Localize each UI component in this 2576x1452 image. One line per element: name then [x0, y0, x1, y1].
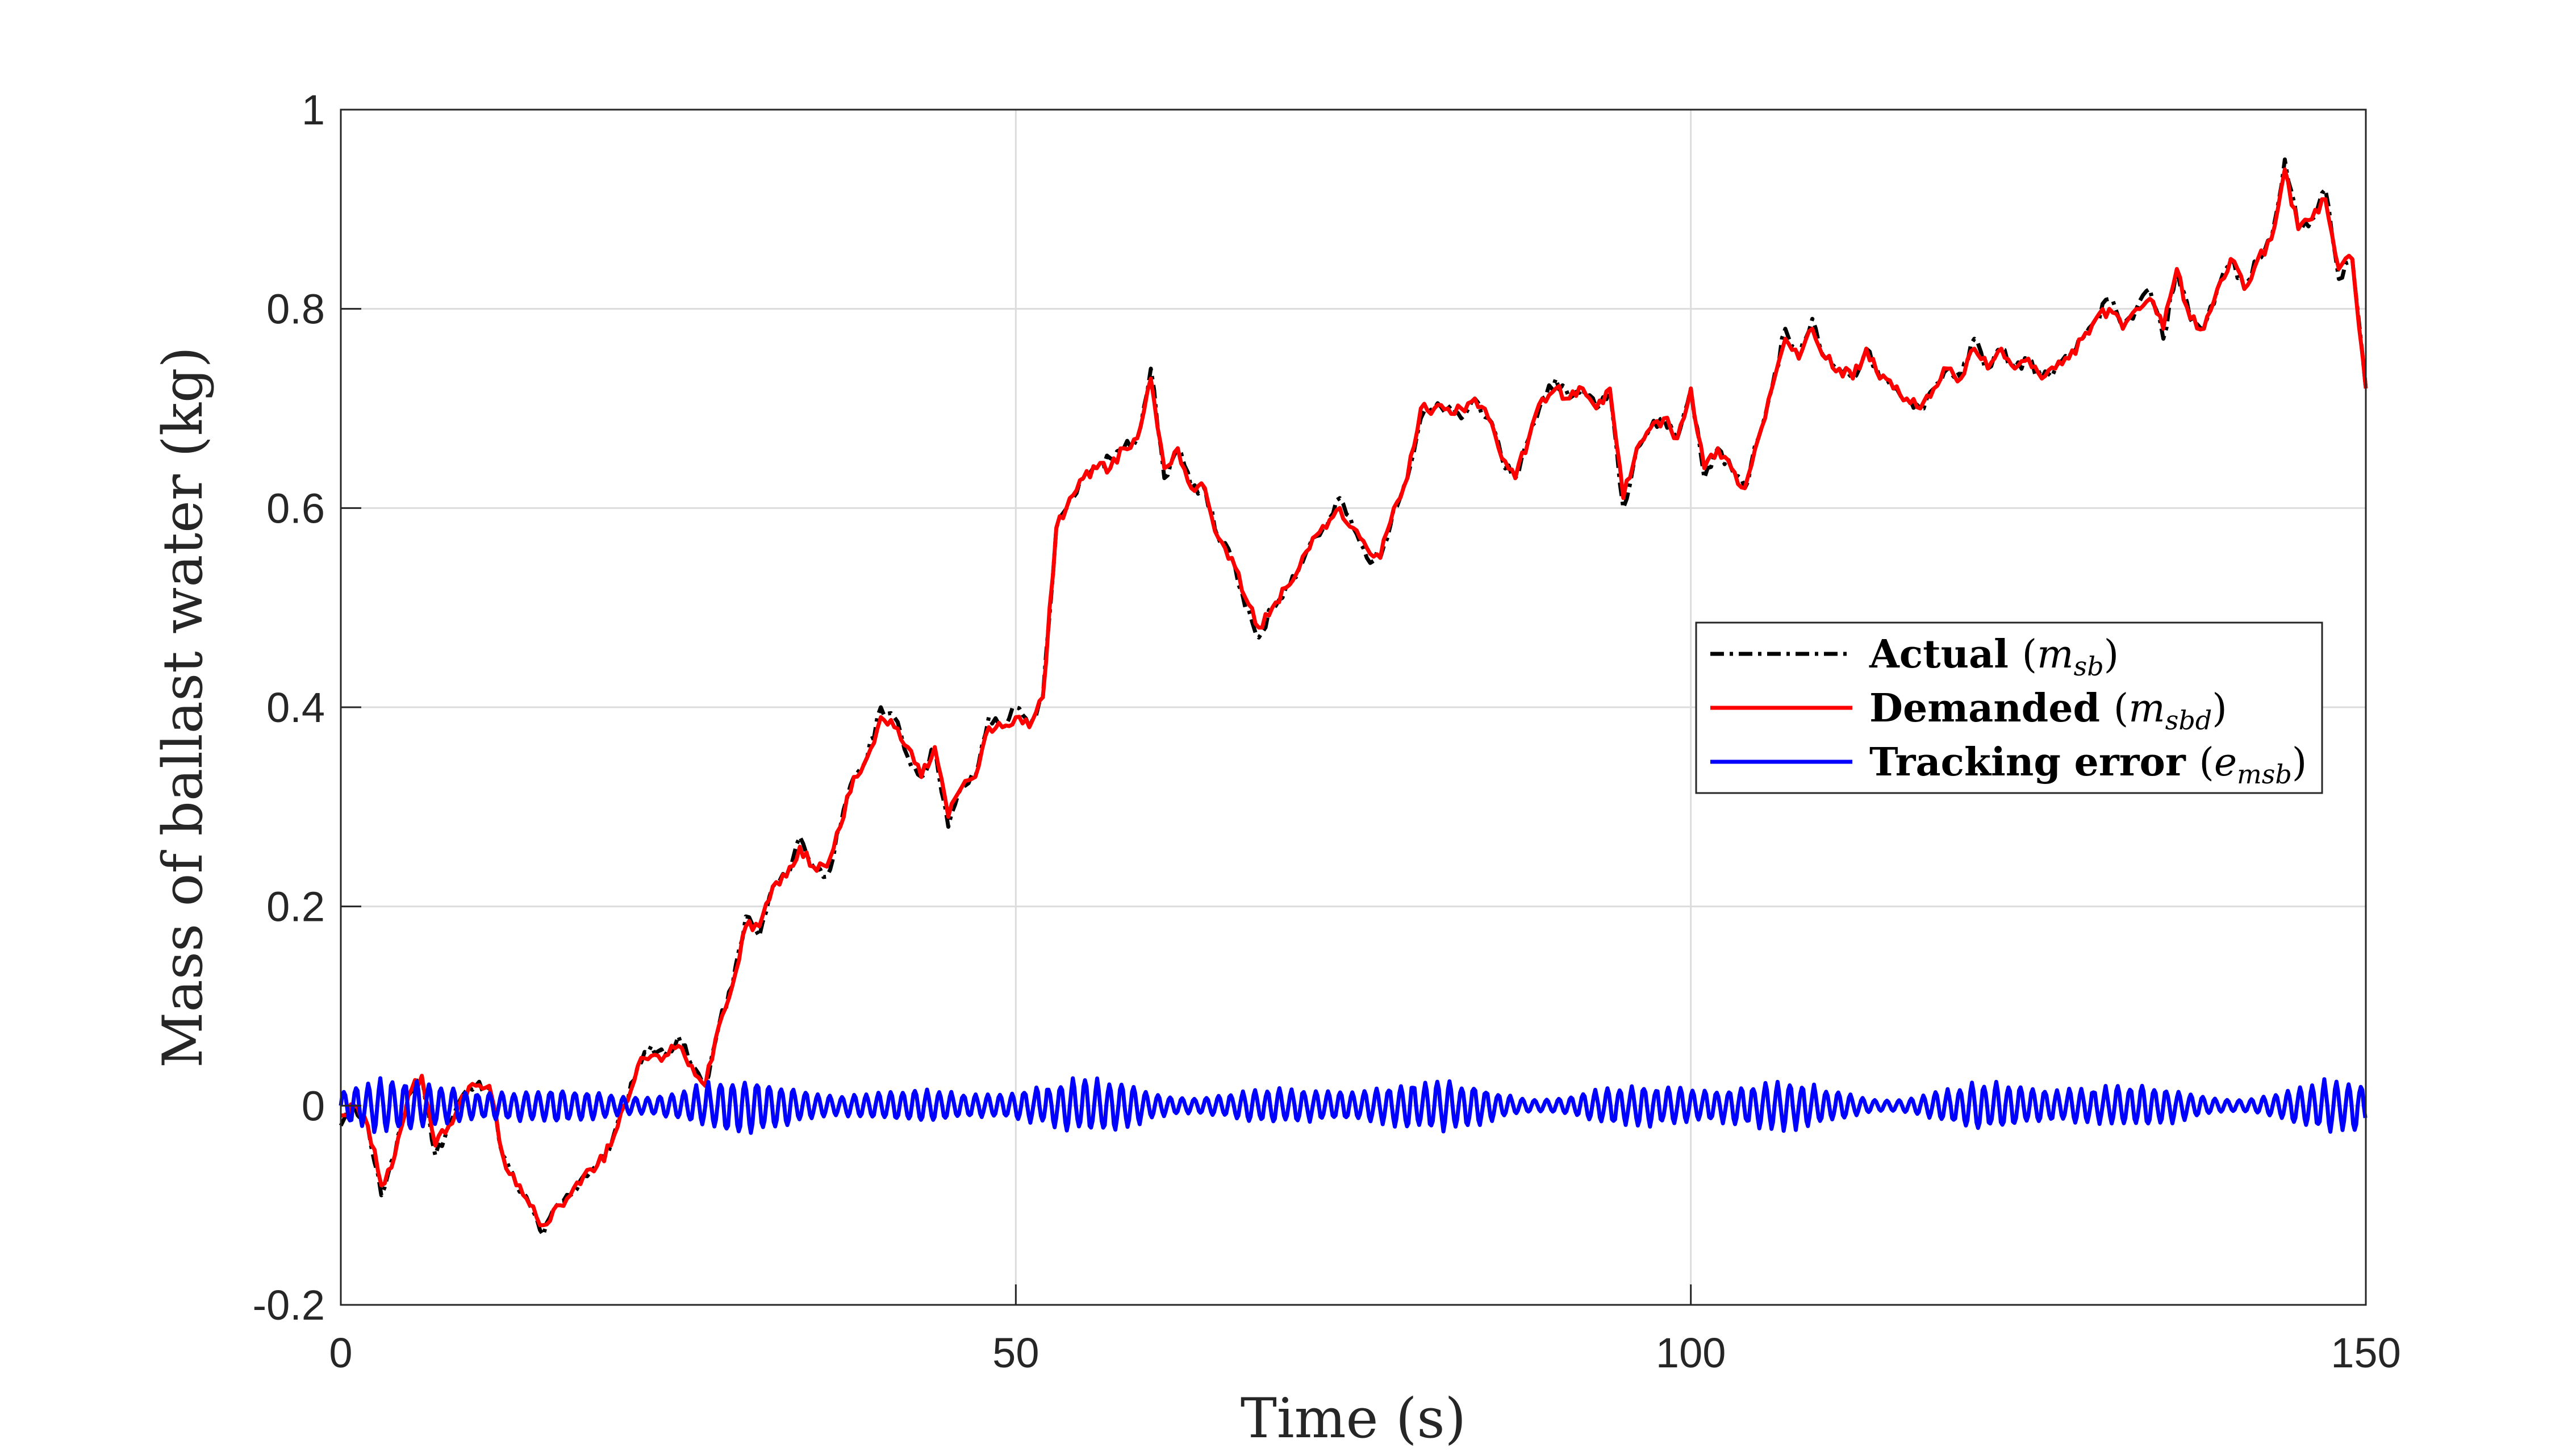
legend-label-close-paren: ) — [2212, 686, 2227, 731]
x-tick-label: 100 — [1656, 1329, 1726, 1376]
y-tick-label: 0 — [302, 1082, 325, 1129]
legend-label-name: Demanded — [1869, 686, 2114, 731]
legend-label-symbol: m — [2128, 686, 2165, 731]
y-axis-label: Mass of ballast water (kg) — [151, 347, 215, 1068]
legend-label-subscript: msb — [2237, 759, 2292, 790]
legend-label: Demanded (msbd) — [1869, 686, 2227, 736]
legend-label-symbol: e — [2214, 740, 2237, 785]
legend-label-close-paren: ) — [2104, 632, 2119, 677]
legend-label-name: Tracking error — [1869, 740, 2199, 785]
y-tick-label: 0.4 — [266, 684, 325, 731]
series-group — [339, 157, 2368, 1237]
x-axis-label: Time (s) — [1241, 1387, 1466, 1449]
x-tick-label: 150 — [2331, 1329, 2400, 1376]
y-tick-label: 0.2 — [266, 883, 325, 931]
legend: Actual (msb)Demanded (msbd)Tracking erro… — [1695, 621, 2323, 794]
ticks: 0 50 100 150-0.200.20.40.60.81 — [252, 86, 2400, 1376]
y-tick-label: 1 — [302, 86, 325, 133]
legend-label-close-paren: ) — [2292, 740, 2307, 785]
x-tick-label: 0 — [329, 1329, 352, 1376]
series-line-tracking-error — [339, 1076, 2368, 1135]
y-tick-label: -0.2 — [252, 1282, 325, 1329]
y-tick-label: 0.6 — [266, 485, 325, 532]
legend-label-open-paren: ( — [2199, 740, 2214, 785]
x-tick-label: 50 — [992, 1329, 1039, 1376]
series-line-demanded — [340, 167, 2368, 1228]
legend-label-subscript: sb — [2074, 651, 2104, 682]
y-tick-label: 0.8 — [266, 286, 325, 333]
legend-label: Tracking error (emsb) — [1869, 740, 2307, 790]
legend-label-symbol: m — [2037, 632, 2073, 677]
legend-label-open-paren: ( — [2022, 632, 2038, 677]
legend-label: Actual (msb) — [1869, 632, 2119, 682]
legend-label-open-paren: ( — [2114, 686, 2129, 731]
legend-label-name: Actual — [1869, 632, 2022, 677]
legend-label-subscript: sbd — [2165, 705, 2212, 736]
